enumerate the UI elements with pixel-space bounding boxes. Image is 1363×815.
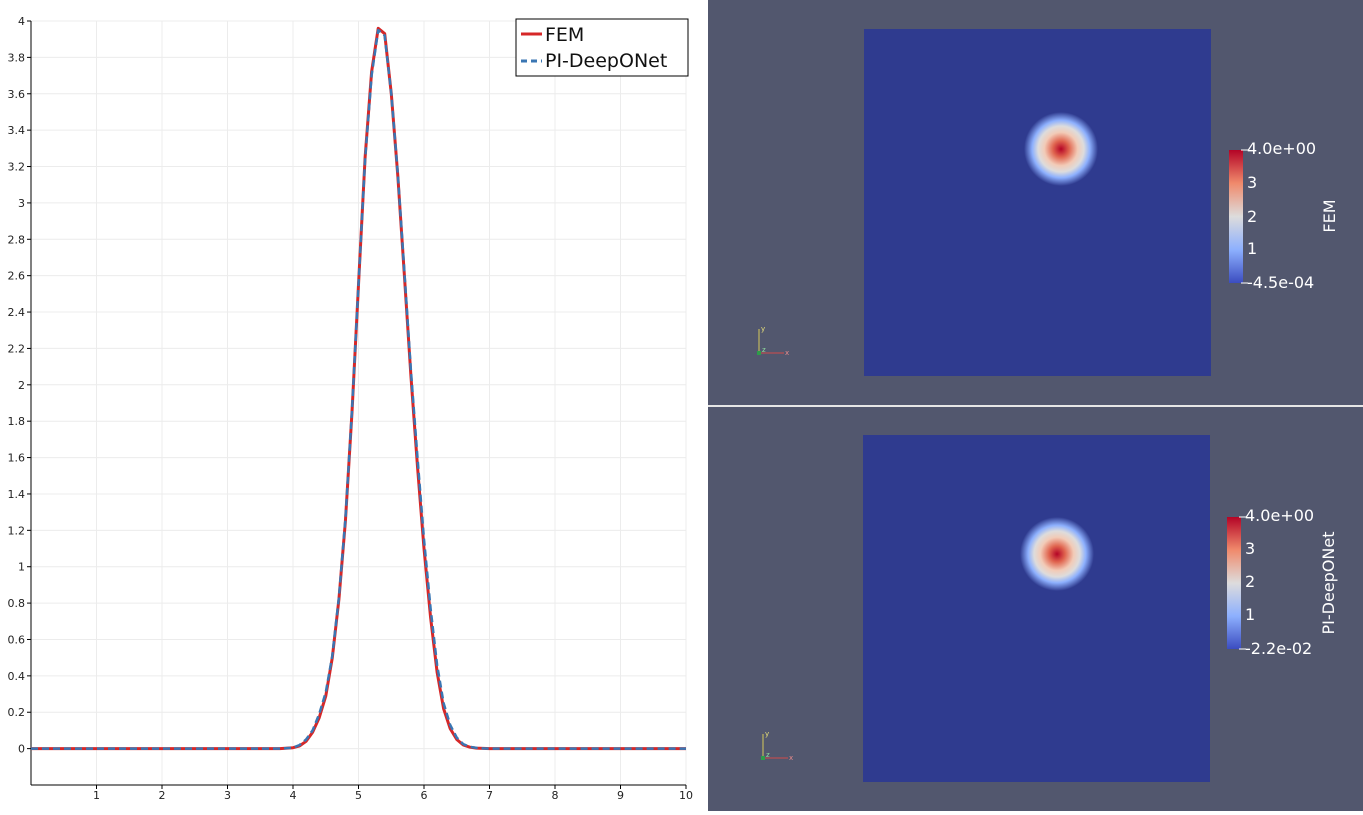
x-tick-label: 5 [355,789,362,802]
svg-text:x: x [785,349,789,357]
y-tick-label: 1 [18,561,25,574]
pi-deeponet-colorbar-max: 4.0e+00 [1245,506,1314,525]
y-tick-label: 0.6 [8,633,26,646]
y-tick-label: 1.6 [8,452,26,465]
fem-field-peak [1024,112,1098,186]
y-tick-label: 1.4 [8,488,26,501]
x-tick-label: 2 [159,789,166,802]
y-tick-label: 2.2 [8,342,26,355]
line-chart: 0 0.2 0.4 0.6 0.8 1 1.2 1.4 1.6 1.8 2 2.2 2.4 2.6 2.8 3… [8,15,694,802]
x-tick-label: 4 [290,789,297,802]
pi-deeponet-colorbar-tick-2: 2 [1245,572,1255,591]
series-line-pi-deeponet [31,28,686,750]
pi-deeponet-colorbar-min: -2.2e-02 [1245,639,1312,658]
pi-deeponet-field-peak [1020,517,1094,591]
orientation-axes-icon: y x z [761,730,793,762]
fem-field-domain [864,29,1211,376]
x-tick-label: 10 [679,789,693,802]
y-tick-label: 3.2 [8,161,26,174]
legend-label-fem: FEM [545,24,584,46]
x-tick-label: 7 [486,789,493,802]
fem-colorbar [1229,150,1243,283]
y-tick-label: 1.8 [8,415,26,428]
y-tick-label: 2 [18,379,25,392]
svg-text:x: x [789,754,793,762]
y-tick-label: 0.4 [8,670,26,683]
legend-label-pi-deeponet: PI-DeepONet [545,50,667,72]
fem-colorbar-title: FEM [1320,199,1339,232]
svg-text:z: z [762,346,766,354]
fem-render-view[interactable]: 4.0e+00 3 2 1 -4.5e-04 FEM y x z [708,0,1363,405]
fem-colorbar-max: 4.0e+00 [1247,139,1316,158]
svg-text:y: y [765,730,769,738]
fem-colorbar-min: -4.5e-04 [1247,273,1314,292]
x-tick-label: 3 [224,789,231,802]
x-tick-label: 6 [421,789,428,802]
orientation-axes-icon: y x z [757,325,789,357]
view-divider[interactable] [708,405,1363,407]
line-plot-pane: 0 0.2 0.4 0.6 0.8 1 1.2 1.4 1.6 1.8 2 2.2 2.4 2.6 2.8 3… [7,15,694,802]
y-tick-label: 2.4 [8,306,26,319]
y-tick-label: 0.8 [8,597,26,610]
x-tick-label: 8 [552,789,559,802]
y-tick-label: 2.8 [8,233,26,246]
pi-deeponet-colorbar [1227,517,1241,649]
y-tick-label: 3 [18,197,25,210]
legend-box [515,18,689,77]
svg-text:z: z [766,751,770,759]
y-tick-label: 1.2 [8,524,26,537]
pi-deeponet-field-domain [863,435,1210,782]
pi-deeponet-colorbar-tick-1: 1 [1245,605,1255,624]
x-tick-label: 1 [93,789,100,802]
svg-text:y: y [761,325,765,333]
x-tick-label: 9 [617,789,624,802]
fem-colorbar-tick-2: 2 [1247,207,1257,226]
render-pane: 4.0e+00 3 2 1 -4.5e-04 FEM y x z [708,0,1363,811]
y-tick-label: 0 [18,743,25,756]
pi-deeponet-colorbar-title: PI-DeepONet [1319,532,1338,635]
y-tick-label: 2.6 [8,270,26,283]
pi-deeponet-render-view[interactable]: 4.0e+00 3 2 1 -2.2e-02 PI-DeepONet y x z [708,407,1363,811]
y-tick-label: 3.6 [8,88,26,101]
y-tick-label: 3.8 [8,51,26,64]
y-tick-label: 3.4 [8,124,26,137]
y-tick-label: 0.2 [8,706,26,719]
fem-colorbar-tick-3: 3 [1247,173,1257,192]
y-tick-label: 4 [18,15,25,28]
fem-colorbar-tick-1: 1 [1247,239,1257,258]
pi-deeponet-colorbar-tick-3: 3 [1245,539,1255,558]
